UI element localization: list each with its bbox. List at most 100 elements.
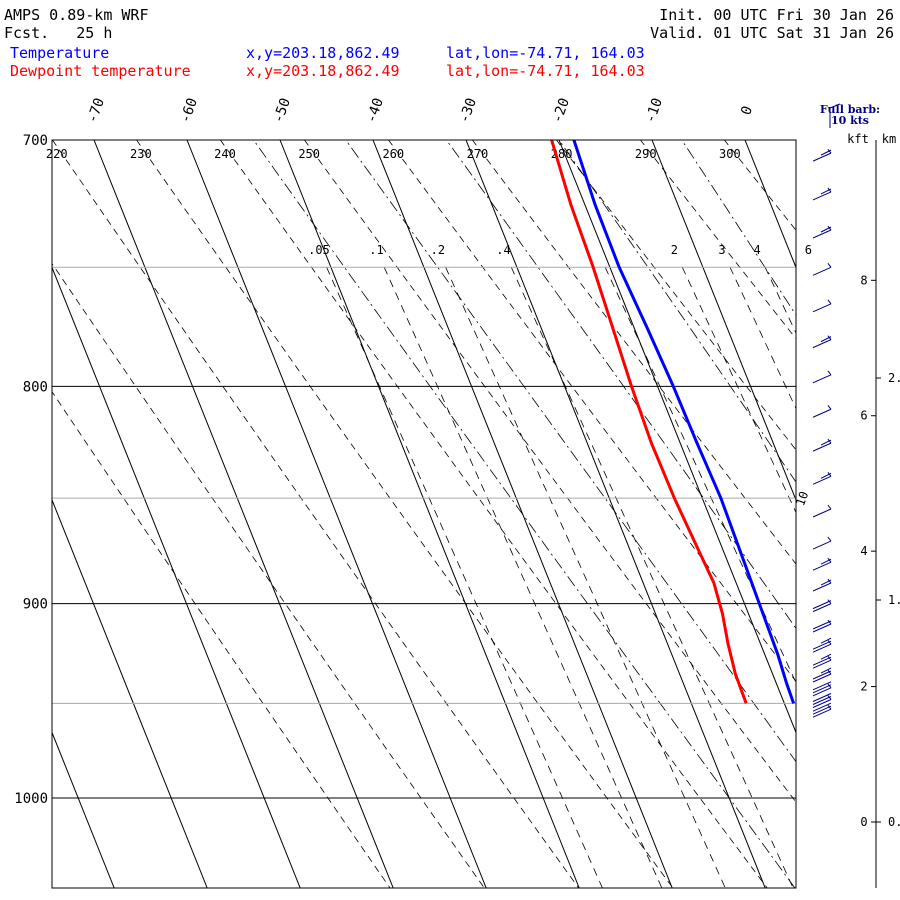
temperature-tick-label: -70 <box>84 96 108 125</box>
wind-barb-flag <box>812 229 832 239</box>
dewpoint-legend: Dewpoint temperature <box>10 62 191 80</box>
wind-barb <box>812 472 832 485</box>
barb-legend: Full barb: 10 kts <box>812 104 888 126</box>
sounding-profiles <box>550 140 796 704</box>
wind-barb-flag <box>812 659 832 669</box>
mixing-ratio-line <box>854 267 900 888</box>
wind-barb-flag <box>812 374 832 384</box>
temperature-xy: x,y=203.18,862.49 <box>246 44 400 62</box>
dry-adiabat-label: 250 <box>298 147 320 161</box>
wind-barb-flag <box>812 708 832 718</box>
km-tick-label: 1. <box>888 593 900 607</box>
valid-time: Valid. 01 UTC Sat 31 Jan 26 <box>650 24 894 42</box>
dry-adiabat-label: 240 <box>214 147 236 161</box>
wind-barb-flag <box>812 339 832 349</box>
wind-barb-halfflag <box>820 653 832 660</box>
wind-barb-staff <box>827 299 832 305</box>
wind-barb-flag <box>812 303 832 313</box>
wind-barb-flag <box>812 540 832 550</box>
kft-tick-label: 4 <box>860 544 867 558</box>
init-time: Init. 00 UTC Fri 30 Jan 26 <box>659 6 894 24</box>
dry-adiabat-line <box>884 130 900 898</box>
dry-adiabat-line <box>52 262 485 888</box>
temperature-tick-label: -40 <box>363 96 387 125</box>
mixing-ratio-line <box>326 266 603 888</box>
kft-tick-label: 2 <box>860 680 867 694</box>
temperature-tick-label: -30 <box>456 96 480 125</box>
wind-barb-flag <box>812 620 832 630</box>
wind-barb-staff <box>827 536 832 542</box>
dry-adiabat-line <box>639 140 796 340</box>
wind-barb-staff <box>827 370 832 376</box>
mixing-ratio-line <box>604 266 796 684</box>
wind-barb-flag <box>812 640 832 650</box>
wind-barb-flag <box>812 475 832 485</box>
dry-adiabat-line <box>52 391 391 888</box>
temperature-tick-label: -20 <box>549 96 573 125</box>
wind-barb <box>812 504 832 518</box>
wind-barb <box>812 557 832 571</box>
moist-adiabat-line <box>558 140 796 483</box>
wind-barb <box>812 702 832 718</box>
wind-barb-halfflag <box>820 439 832 446</box>
kft-tick-label: 8 <box>860 273 867 287</box>
dry-adiabat-line <box>52 140 580 888</box>
wind-barb-flag <box>812 656 832 666</box>
wind-barb <box>812 404 832 418</box>
moist-adiabat-line <box>253 140 796 888</box>
wind-barb-flag <box>812 673 832 683</box>
wind-barb <box>812 370 832 384</box>
mixing-ratio-label: .05 <box>308 243 330 257</box>
wind-barb-halfflag <box>820 149 832 156</box>
dewpoint-xy: x,y=203.18,862.49 <box>246 62 400 80</box>
wind-barb-flag <box>812 643 832 653</box>
barb-legend-line2: 10 kts <box>830 114 870 127</box>
mixing-ratio-label: .2 <box>431 243 445 257</box>
isotherm-line <box>558 140 796 734</box>
dry-adiabat-line <box>219 140 768 888</box>
mixing-ratio-line <box>510 266 794 888</box>
wind-barb-flag <box>812 699 832 708</box>
mixing-ratio-label: 3 <box>718 243 725 257</box>
wind-barb-flag <box>812 508 832 518</box>
km-unit-label: km <box>882 132 896 146</box>
wind-barb-flag <box>812 152 832 162</box>
isotherm-line <box>52 498 208 888</box>
moist-adiabat-line <box>445 140 796 630</box>
wind-barb-halfflag <box>820 667 832 674</box>
isotherm-line <box>93 140 394 888</box>
mixing-ratio-label: .1 <box>369 243 383 257</box>
wind-barb <box>812 693 832 708</box>
wind-barb <box>812 653 832 669</box>
wind-barb-flag <box>812 191 832 201</box>
mixing-ratio-line <box>681 266 796 514</box>
wind-barb-flag <box>812 582 832 592</box>
isotherm-line <box>52 731 115 888</box>
wind-barb-flag <box>812 623 832 633</box>
isotherm-line <box>52 266 301 888</box>
model-title: AMPS 0.89-km WRF <box>4 6 149 24</box>
pressure-tick-label: 1000 <box>14 791 48 807</box>
temperature-profile-line <box>572 140 796 704</box>
wind-barb-halfflag <box>820 558 832 565</box>
background-lines <box>0 130 900 898</box>
km-tick-label: 2. <box>888 371 900 385</box>
pressure-tick-label: 900 <box>23 597 48 613</box>
mixing-ratio-line <box>816 267 900 888</box>
wind-barb-flag <box>812 266 832 276</box>
isotherm-line <box>0 140 21 888</box>
temperature-tick-label: 0 <box>738 104 756 117</box>
wind-barb-flag <box>812 681 832 691</box>
isotherm-line <box>744 140 796 269</box>
wind-barb <box>812 637 832 653</box>
wind-barb <box>812 262 832 276</box>
wind-barb <box>812 299 832 313</box>
temperature-tick-label: -50 <box>270 96 294 125</box>
dewpoint-profile-line <box>550 140 748 704</box>
wind-barb <box>812 148 832 162</box>
mixing-ratio-label: 6 <box>805 243 812 257</box>
dry-adiabat-line <box>303 140 796 803</box>
wind-barb-flag <box>812 442 832 452</box>
